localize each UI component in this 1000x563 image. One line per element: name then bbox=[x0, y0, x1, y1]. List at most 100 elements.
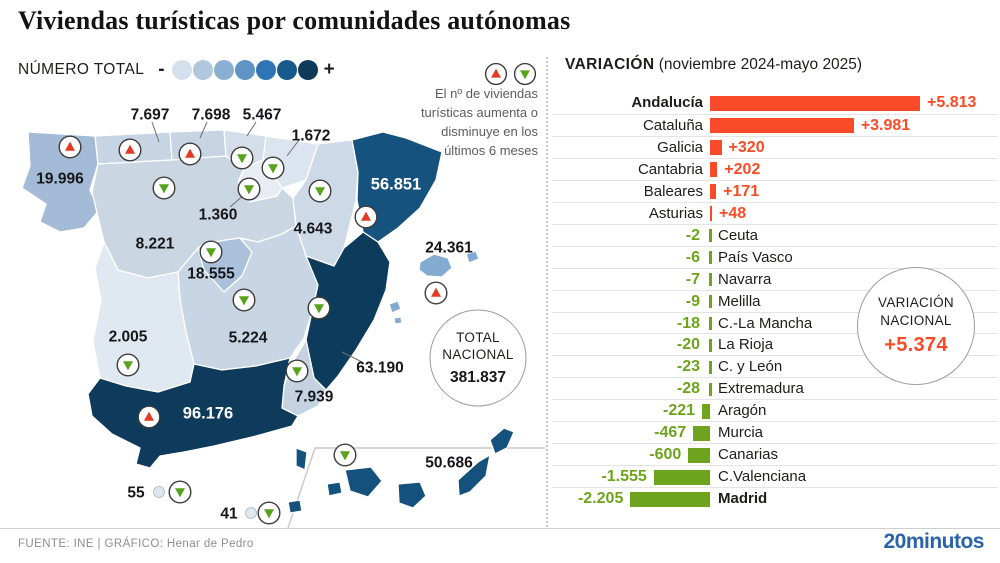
national-variation-circle: VARIACIÓN NACIONAL +5.374 bbox=[857, 267, 975, 385]
down-triangle-melilla bbox=[264, 509, 274, 519]
map-value-melilla: 41 bbox=[220, 506, 238, 523]
map-value-ceuta: 55 bbox=[127, 485, 145, 502]
down-triangle-castilla-y-leon bbox=[159, 184, 169, 194]
up-triangle-asturias bbox=[125, 144, 135, 154]
legend-scale-dot-5 bbox=[255, 60, 276, 80]
down-triangle-extremadura bbox=[123, 361, 133, 371]
bar-negative bbox=[688, 447, 710, 463]
map-region-canarias-part-3 bbox=[326, 481, 343, 497]
bar-positive bbox=[710, 95, 920, 111]
bar-positive bbox=[710, 206, 712, 222]
variation-subtitle: (noviembre 2024-mayo 2025) bbox=[658, 56, 863, 73]
legend-scale-dot-7 bbox=[297, 60, 318, 80]
variation-value: +202 bbox=[724, 160, 761, 178]
variation-row-andalucia: Andalucía +5.813 bbox=[552, 92, 998, 114]
region-label: Cantabria bbox=[637, 160, 703, 178]
variation-bar-chart: Andalucía +5.813 Cataluña +3.981 Galicia +320… bbox=[552, 0, 998, 563]
region-label: Asturias bbox=[648, 204, 703, 222]
variation-row-extremadura: -28 Extremadura bbox=[552, 377, 998, 400]
total-national-label-2: NACIONAL bbox=[442, 347, 514, 362]
legend-plus: + bbox=[323, 59, 335, 80]
tick-negative bbox=[709, 338, 712, 352]
bar-negative bbox=[702, 403, 710, 419]
map-region-canarias-part-1 bbox=[295, 447, 308, 471]
map-value-pais-vasco: 5.467 bbox=[243, 107, 282, 124]
variation-value: -221 bbox=[663, 402, 696, 420]
tick-negative bbox=[709, 360, 712, 374]
national-variation-value: +5.374 bbox=[884, 334, 948, 357]
footer-divider bbox=[0, 528, 1000, 529]
region-label: Madrid bbox=[718, 490, 768, 508]
increase-icon bbox=[484, 62, 508, 86]
map-region-andalucia bbox=[87, 357, 299, 469]
map-region-baleares-part-2 bbox=[465, 250, 480, 264]
map-region-canarias-part-7 bbox=[489, 427, 515, 455]
tick-negative bbox=[709, 317, 712, 330]
variation-row-cantabria: Cantabria +202 bbox=[552, 157, 998, 181]
up-triangle-cataluna bbox=[361, 211, 371, 221]
label-leader-pais-vasco bbox=[246, 121, 257, 137]
tick-negative bbox=[709, 229, 712, 243]
decrease-icon bbox=[513, 62, 537, 86]
variation-value: +48 bbox=[719, 204, 747, 222]
down-triangle-la-rioja bbox=[244, 185, 254, 195]
variation-row-c-la-mancha: -18 C.-La Mancha bbox=[552, 311, 998, 335]
variation-value: -28 bbox=[676, 380, 700, 398]
variation-row-canarias: -600 Canarias bbox=[552, 443, 998, 466]
variation-row-pais-vasco: -6 País Vasco bbox=[552, 245, 998, 269]
variation-title: VARIACIÓN bbox=[565, 56, 655, 73]
map-value-canarias: 50.686 bbox=[425, 455, 473, 472]
variation-value: -20 bbox=[676, 336, 700, 354]
variation-value: +320 bbox=[728, 138, 765, 156]
variation-row-c-y-leon: -23 C. y León bbox=[552, 355, 998, 378]
variation-value: -6 bbox=[685, 248, 700, 266]
region-label: C.-La Mancha bbox=[718, 314, 813, 332]
region-label: Navarra bbox=[718, 270, 772, 288]
total-national-label-1: TOTAL bbox=[456, 330, 500, 345]
region-label: C.Valenciana bbox=[718, 468, 807, 486]
map-region-ceuta bbox=[153, 486, 165, 498]
down-triangle-castilla-la-mancha bbox=[239, 296, 249, 306]
legend-scale-dot-3 bbox=[213, 60, 234, 80]
bar-positive bbox=[710, 184, 717, 200]
region-label: País Vasco bbox=[718, 248, 793, 266]
tick-negative bbox=[709, 273, 712, 287]
up-triangle-baleares bbox=[431, 287, 441, 297]
page-title: Viviendas turísticas por comunidades aut… bbox=[18, 6, 571, 35]
region-label: Aragón bbox=[718, 402, 767, 420]
up-triangle-cantabria bbox=[185, 148, 195, 158]
region-label: Ceuta bbox=[718, 226, 759, 244]
map-value-asturias: 7.697 bbox=[131, 107, 170, 124]
map-value-navarra: 1.672 bbox=[292, 128, 331, 145]
region-label: Extremadura bbox=[718, 380, 804, 398]
map-value-galicia: 19.996 bbox=[36, 171, 84, 188]
legend-color-scale bbox=[171, 60, 319, 80]
down-triangle-c-valenciana bbox=[314, 304, 324, 314]
region-label: Baleares bbox=[643, 182, 703, 200]
total-national-circle bbox=[429, 309, 527, 407]
variation-value: -18 bbox=[676, 314, 700, 332]
up-triangle-galicia bbox=[65, 141, 75, 151]
bar-negative bbox=[653, 469, 710, 485]
label-leader-asturias bbox=[151, 121, 160, 143]
down-triangle-madrid bbox=[206, 248, 216, 258]
variation-value: -2.205 bbox=[577, 490, 624, 508]
variation-row-melilla: -9 Melilla bbox=[552, 289, 998, 313]
tick-negative bbox=[709, 382, 712, 396]
bar-negative bbox=[693, 425, 710, 441]
map-value-aragon: 4.643 bbox=[294, 221, 333, 238]
trend-legend-icons bbox=[484, 62, 537, 86]
variation-value: -600 bbox=[649, 446, 682, 464]
variation-value: -2 bbox=[685, 226, 700, 244]
tick-negative bbox=[709, 295, 712, 309]
variation-value: -9 bbox=[685, 292, 700, 310]
variation-row-madrid: -2.205 Madrid bbox=[552, 487, 998, 510]
up-triangle-andalucia bbox=[144, 411, 154, 421]
variation-value: -23 bbox=[676, 358, 700, 376]
variation-row-galicia: Galicia +320 bbox=[552, 135, 998, 159]
region-label: La Rioja bbox=[718, 336, 774, 354]
down-triangle-murcia bbox=[292, 367, 302, 377]
map-value-la-rioja: 1.360 bbox=[199, 207, 238, 224]
region-label: Andalucía bbox=[631, 94, 703, 111]
